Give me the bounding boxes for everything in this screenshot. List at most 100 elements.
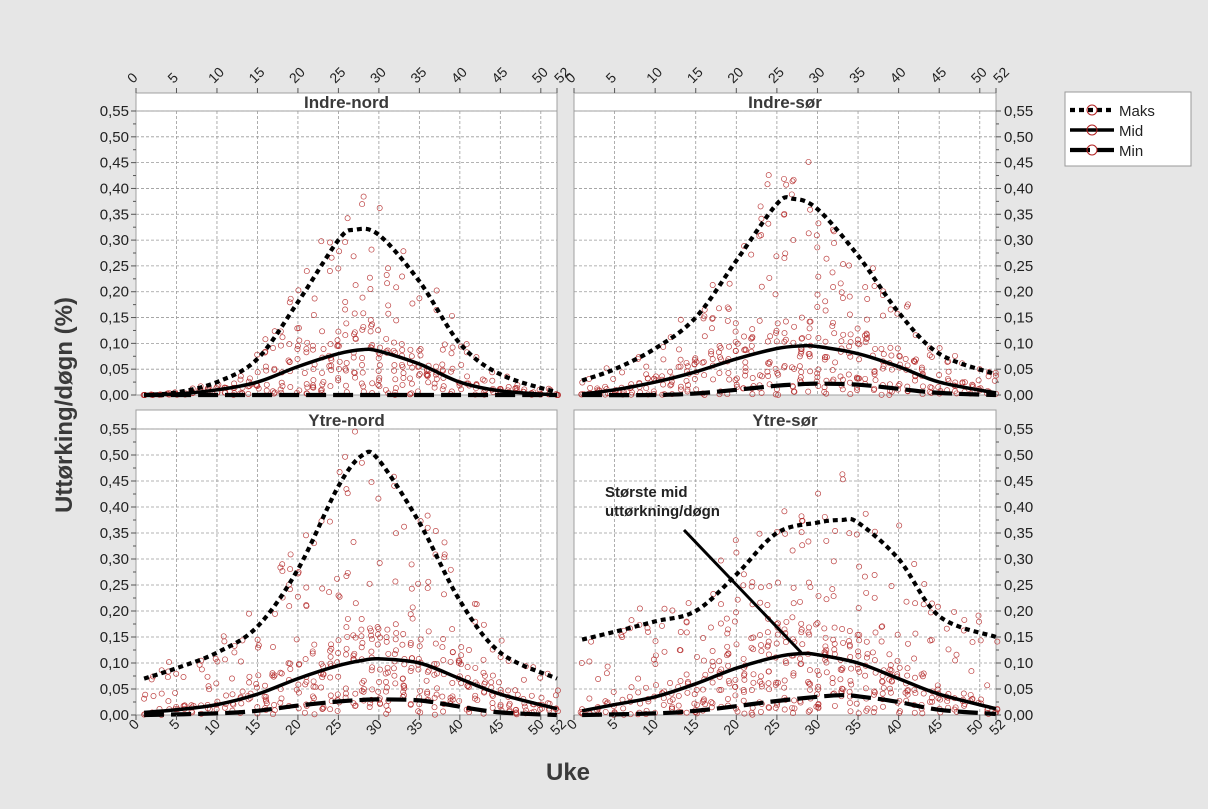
data-point: [975, 612, 982, 619]
data-point: [748, 342, 755, 349]
data-point: [896, 381, 903, 388]
data-point: [869, 649, 876, 656]
data-point: [791, 323, 798, 330]
data-point: [791, 705, 798, 712]
y-tick-label: 0,20: [1004, 603, 1033, 620]
data-point: [831, 646, 838, 653]
data-point: [335, 377, 342, 384]
data-point: [358, 616, 365, 622]
data-point: [335, 343, 342, 349]
data-point: [847, 677, 854, 684]
data-point: [740, 655, 747, 662]
data-point: [343, 320, 350, 327]
data-point: [683, 377, 690, 384]
data-point: [725, 370, 732, 376]
data-point: [732, 676, 739, 683]
data-point: [806, 325, 813, 332]
data-point: [383, 272, 390, 278]
data-point: [700, 657, 707, 664]
data-point: [823, 669, 830, 676]
y-tick-label: 0,45: [100, 155, 129, 172]
data-point: [798, 529, 805, 536]
data-point: [871, 691, 877, 698]
data-point: [677, 356, 684, 363]
data-point: [831, 702, 838, 709]
data-point: [342, 332, 349, 339]
data-point: [424, 669, 431, 676]
data-point: [764, 368, 771, 375]
data-point: [920, 670, 927, 677]
data-point: [400, 631, 407, 637]
data-point: [764, 643, 771, 650]
data-point: [839, 685, 845, 692]
data-point: [756, 530, 763, 537]
data-point: [336, 366, 342, 372]
data-point: [863, 589, 870, 596]
series-line-min: [582, 381, 997, 398]
data-point: [359, 679, 366, 686]
data-point: [620, 705, 627, 712]
data-point: [748, 644, 755, 651]
data-point: [781, 706, 788, 713]
data-point: [375, 688, 382, 695]
data-point: [837, 666, 844, 673]
data-point: [741, 676, 748, 683]
data-point: [439, 361, 446, 368]
data-point: [732, 537, 739, 544]
data-point: [343, 382, 349, 389]
data-point: [409, 364, 416, 371]
data-point: [408, 380, 415, 387]
data-point: [853, 700, 860, 707]
data-point: [270, 711, 276, 718]
data-point: [750, 671, 757, 678]
data-point: [943, 625, 950, 632]
data-point: [344, 569, 351, 576]
data-point: [351, 331, 357, 338]
data-point: [377, 700, 384, 707]
data-point: [846, 343, 853, 350]
data-point: [441, 341, 448, 348]
data-point: [382, 670, 389, 677]
data-point: [464, 664, 471, 670]
data-point: [350, 539, 357, 545]
y-tick-label: 0,10: [100, 335, 129, 352]
data-point: [368, 648, 375, 655]
data-point: [360, 677, 367, 684]
data-point: [894, 631, 901, 638]
data-point: [757, 203, 764, 210]
data-point: [279, 383, 286, 389]
data-point: [661, 605, 668, 612]
data-point: [376, 383, 383, 390]
data-point: [733, 609, 739, 616]
data-point: [294, 355, 301, 362]
data-point: [440, 708, 447, 715]
data-point: [871, 572, 878, 578]
data-point: [725, 696, 731, 702]
data-point: [261, 693, 268, 700]
data-point: [449, 344, 456, 351]
data-point: [742, 368, 749, 375]
data-point: [309, 693, 316, 700]
data-point: [221, 704, 228, 711]
data-point: [758, 680, 765, 687]
data-point: [586, 695, 593, 702]
data-point: [734, 596, 741, 603]
data-point: [668, 381, 675, 388]
data-point: [887, 662, 894, 669]
data-point: [326, 589, 333, 596]
data-point: [270, 345, 276, 351]
data-point: [880, 312, 886, 319]
data-point: [392, 376, 399, 383]
data-point: [360, 688, 367, 695]
data-point: [407, 668, 414, 674]
data-point: [431, 380, 438, 387]
data-point: [303, 268, 310, 275]
data-point: [489, 377, 496, 384]
data-point: [352, 374, 359, 381]
data-point: [837, 676, 844, 683]
data-point: [740, 582, 747, 589]
y-tick-label: 0,55: [100, 103, 129, 120]
y-tick-label: 0,45: [1004, 473, 1033, 490]
data-point: [846, 638, 852, 645]
